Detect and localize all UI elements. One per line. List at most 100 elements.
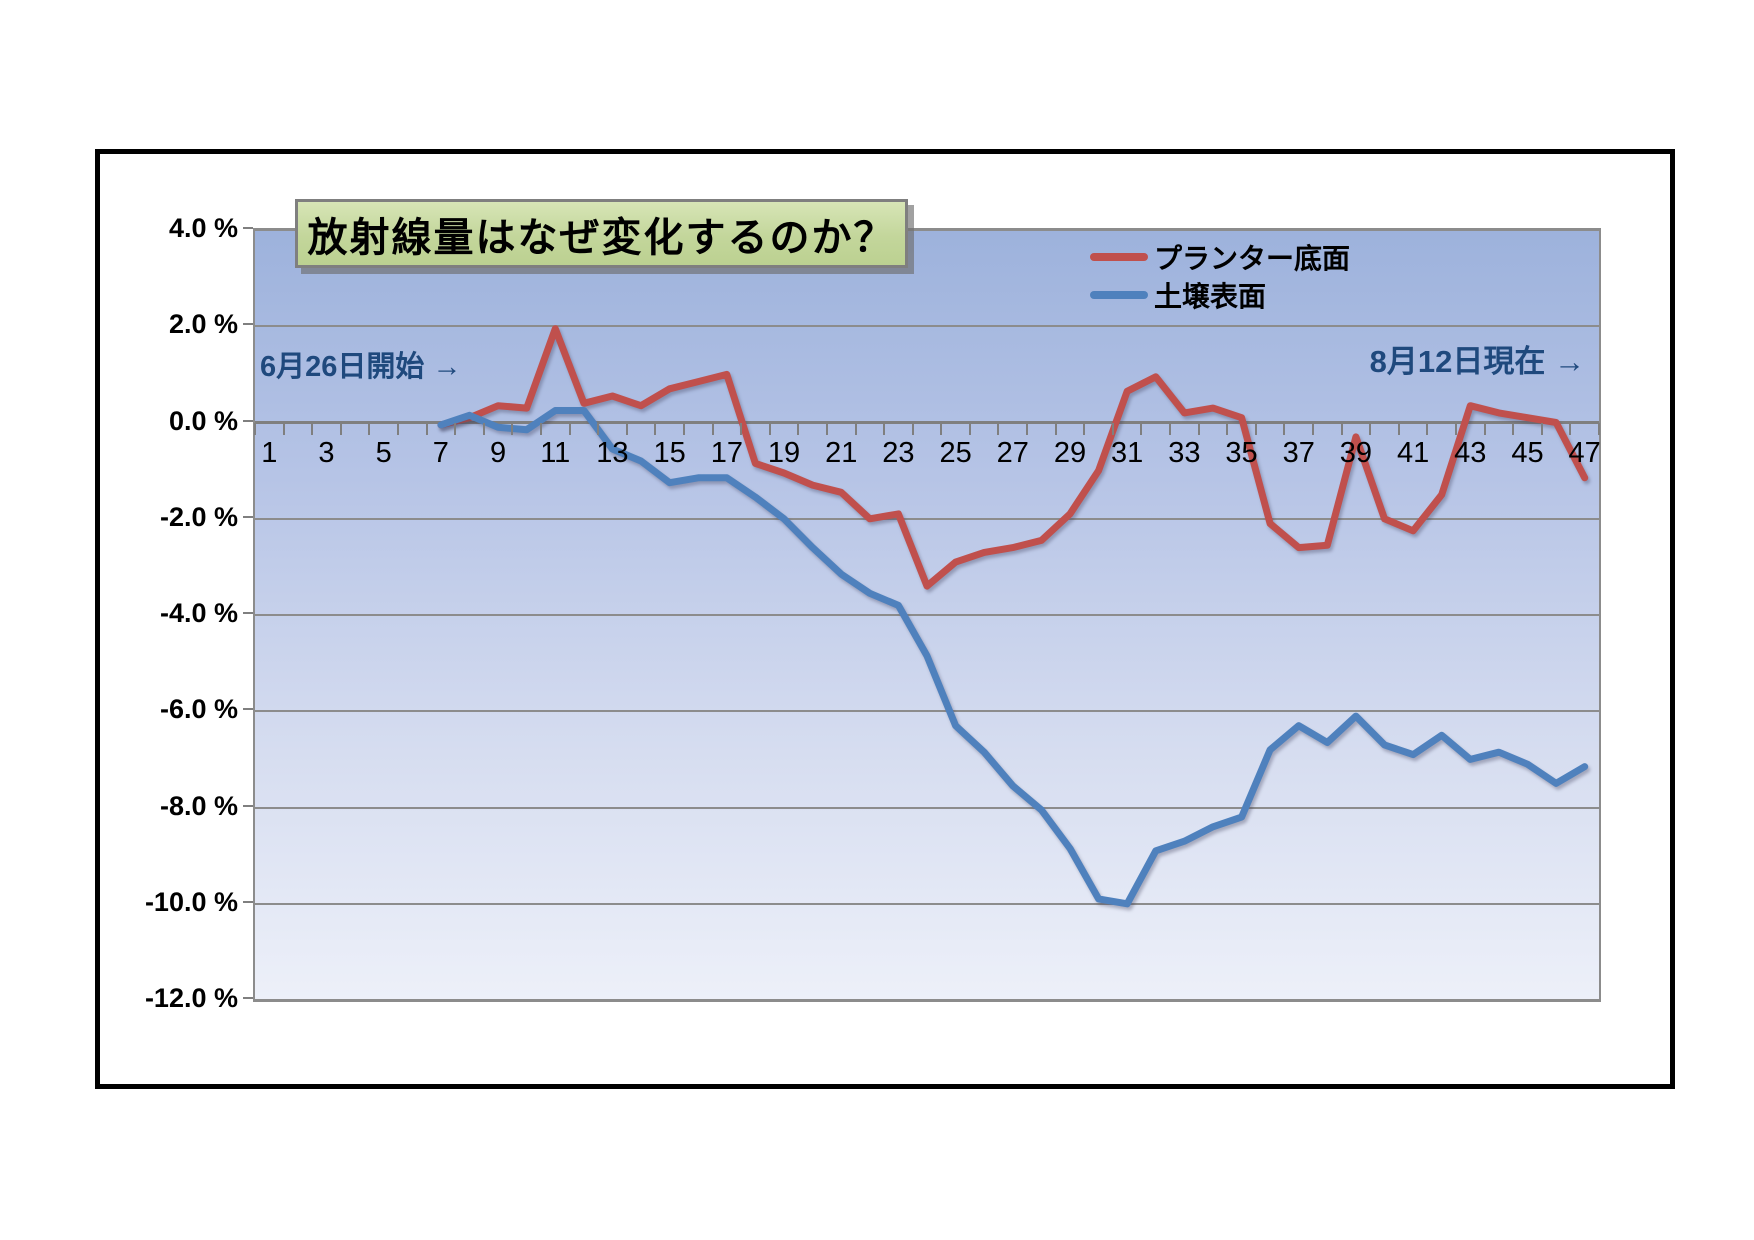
x-axis-tick-label: 19	[767, 436, 801, 469]
legend-label: プランター底面	[1154, 243, 1351, 274]
y-axis-tick-label: -10.0 %	[144, 886, 238, 917]
x-axis-tick	[740, 422, 743, 435]
y-axis-tick-label: 4.0 %	[168, 213, 238, 243]
y-axis-tick	[243, 515, 253, 518]
legend: プランター底面 土壌表面	[1090, 238, 1350, 314]
legend-item: 土壌表面	[1090, 276, 1350, 314]
x-axis-tick	[1111, 422, 1114, 435]
x-axis-tick	[968, 422, 971, 435]
series-line-土壌表面	[437, 407, 1589, 908]
y-axis-tick	[243, 227, 253, 229]
x-axis-tick	[1054, 422, 1057, 435]
x-axis-tick	[854, 422, 857, 435]
y-axis-tick	[243, 997, 253, 999]
gridline	[255, 614, 1599, 616]
x-axis-tick	[1312, 422, 1315, 435]
x-axis-tick	[597, 422, 600, 435]
x-axis-tick	[1197, 422, 1200, 435]
x-axis-tick	[797, 422, 800, 435]
x-axis-tick	[1369, 422, 1372, 435]
x-axis-tick	[940, 422, 943, 435]
gridline	[255, 229, 1599, 231]
y-axis-tick-label: -2.0 %	[159, 501, 238, 532]
y-axis-tick	[243, 708, 253, 711]
x-axis-tick	[1140, 422, 1143, 435]
x-axis-tick	[625, 422, 628, 435]
x-axis-tick	[883, 422, 886, 435]
gridline	[255, 902, 1599, 905]
data-series-lines	[437, 325, 1589, 908]
x-axis-tick	[254, 422, 256, 435]
x-axis-tick	[482, 422, 485, 435]
x-axis-tick	[1598, 422, 1600, 435]
x-axis-tick	[768, 422, 771, 435]
x-axis-tick-label: 45	[1511, 436, 1544, 469]
x-axis-tick-label: 11	[540, 436, 571, 469]
x-axis-tick-label: 43	[1454, 436, 1487, 469]
x-axis-tick-label: 17	[710, 436, 743, 469]
chart-title: 放射線量はなぜ変化するのか？	[307, 215, 896, 260]
y-axis-tick-label: -8.0 %	[159, 790, 238, 821]
x-axis-tick	[1455, 422, 1458, 435]
x-axis-tick	[1254, 422, 1257, 435]
gridline	[255, 710, 1599, 713]
legend-item: プランター底面	[1090, 238, 1350, 276]
y-axis-tick	[243, 612, 253, 614]
gridline	[255, 325, 1599, 328]
x-axis-tick	[1083, 422, 1086, 435]
chart-title-box: 放射線量はなぜ変化するのか？	[295, 199, 908, 268]
x-axis-tick	[311, 422, 314, 435]
y-axis-tick-label: -12.0 %	[144, 983, 238, 1013]
x-axis-tick	[1340, 422, 1343, 435]
x-axis-tick	[396, 422, 399, 435]
x-axis-tick	[1397, 422, 1400, 435]
x-axis-tick-label: 5	[375, 436, 392, 469]
legend-label: 土壌表面	[1154, 281, 1267, 312]
y-axis-tick	[243, 900, 253, 903]
x-axis-tick-label: 1	[261, 436, 278, 469]
annotation-current-date: 8月12日現在 →	[1369, 344, 1585, 379]
x-axis-tick-label: 41	[1396, 436, 1430, 469]
x-axis-tick-label: 21	[825, 436, 858, 469]
x-axis-tick	[511, 422, 514, 435]
x-axis-tick-label: 47	[1568, 436, 1601, 469]
x-axis-tick-label: 7	[432, 436, 449, 469]
plot-area: 1 3 5 7 9 11 13 15 17 19 21 23 25 27 29 31 33 35 37 39 41 43 4…	[253, 228, 1601, 1002]
x-axis-tick	[454, 422, 457, 435]
y-axis-tick-label: 0.0 %	[168, 405, 238, 436]
x-axis-tick	[568, 422, 571, 435]
x-axis-tick	[825, 422, 828, 435]
x-axis-tick-label: 13	[596, 436, 629, 469]
y-axis-tick	[243, 419, 253, 422]
x-axis-tick	[425, 422, 428, 435]
legend-line-swatch	[1090, 291, 1148, 299]
x-axis-tick-label: 35	[1225, 436, 1258, 469]
x-axis-tick-label: 33	[1168, 436, 1201, 469]
x-axis-tick	[1169, 422, 1172, 435]
legend-line-swatch	[1090, 253, 1148, 261]
y-axis-tick-label: -4.0 %	[159, 598, 238, 628]
gridline	[255, 806, 1599, 809]
y-axis-tick-label: 2.0 %	[168, 309, 238, 340]
x-axis-line	[255, 421, 1599, 424]
x-axis-tick	[911, 422, 914, 435]
x-axis-tick	[654, 422, 657, 435]
gridline	[255, 999, 1599, 1001]
x-axis-tick	[997, 422, 1000, 435]
x-axis-tick	[282, 422, 285, 435]
series-line-プランター底面	[437, 325, 1589, 590]
x-axis-tick	[1540, 422, 1543, 435]
x-axis-tick	[1569, 422, 1572, 435]
x-axis-tick	[368, 422, 371, 435]
x-axis-tick	[1283, 422, 1286, 435]
x-axis-tick	[1026, 422, 1029, 435]
x-axis-tick-label: 27	[996, 436, 1029, 469]
x-axis-tick-label: 29	[1053, 436, 1087, 469]
x-axis-tick-label: 23	[882, 436, 915, 469]
x-axis-tick-label: 15	[653, 436, 686, 469]
x-axis-tick	[711, 422, 714, 435]
x-axis-tick	[1483, 422, 1486, 435]
y-axis-tick	[243, 804, 253, 807]
chart-frame: 1 3 5 7 9 11 13 15 17 19 21 23 25 27 29 31 33 35 37 39 41 43 4…	[95, 149, 1675, 1089]
